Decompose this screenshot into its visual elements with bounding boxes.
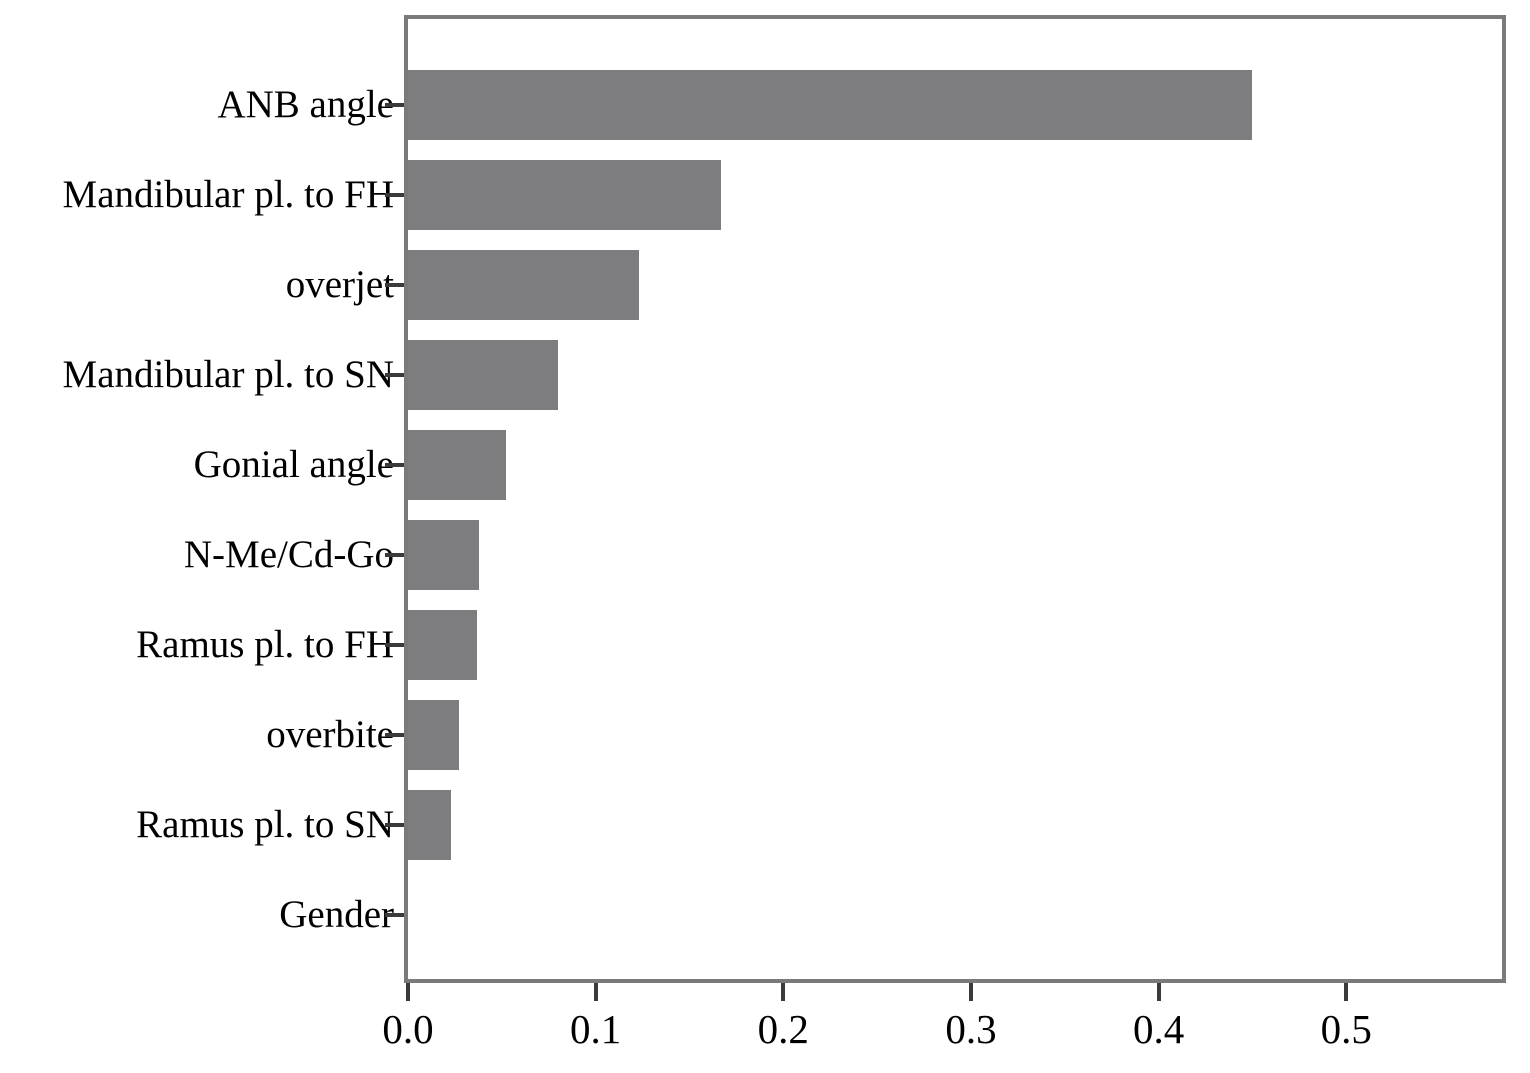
category-label: Gender <box>279 893 394 936</box>
x-tick <box>968 983 973 1001</box>
plot-area <box>404 15 1506 983</box>
y-tick <box>385 913 404 917</box>
x-tick <box>781 983 786 1001</box>
bar-overbite <box>408 700 459 770</box>
category-label: Ramus pl. to FH <box>136 623 394 666</box>
y-tick <box>385 193 404 197</box>
category-label: ANB angle <box>217 83 394 126</box>
y-tick <box>385 823 404 827</box>
bar-anb-angle <box>408 70 1252 140</box>
bar-ramus-pl-to-fh <box>408 610 477 680</box>
x-tick-label: 0.3 <box>945 1006 997 1052</box>
y-tick <box>385 463 404 467</box>
bar-n-me-cd-go <box>408 520 479 590</box>
y-tick <box>385 103 404 107</box>
x-tick <box>593 983 598 1001</box>
category-label: overjet <box>285 263 394 306</box>
x-tick-label: 0.2 <box>757 1006 809 1052</box>
bar-ramus-pl-to-sn <box>408 790 451 860</box>
bar-mandibular-pl-to-fh <box>408 160 721 230</box>
x-tick-label: 0.5 <box>1320 1006 1372 1052</box>
y-tick <box>385 283 404 287</box>
x-tick <box>406 983 410 1001</box>
category-label: N-Me/Cd-Go <box>183 533 394 576</box>
x-tick-label: 0.0 <box>382 1006 434 1052</box>
x-tick <box>1344 983 1349 1001</box>
bar-mandibular-pl-to-sn <box>408 340 558 410</box>
y-tick <box>385 373 404 377</box>
y-tick <box>385 643 404 647</box>
bar-overjet <box>408 250 639 320</box>
x-tick-label: 0.4 <box>1132 1006 1185 1052</box>
bar-gonial-angle <box>408 430 506 500</box>
x-tick-label: 0.1 <box>570 1006 622 1052</box>
category-label: Ramus pl. to SN <box>136 803 394 846</box>
category-label: Mandibular pl. to FH <box>62 173 394 216</box>
category-label: Mandibular pl. to SN <box>62 353 394 396</box>
category-label: Gonial angle <box>193 443 394 486</box>
x-tick <box>1156 983 1161 1001</box>
y-tick <box>385 733 404 737</box>
y-tick <box>385 553 404 557</box>
category-label: overbite <box>266 713 394 756</box>
